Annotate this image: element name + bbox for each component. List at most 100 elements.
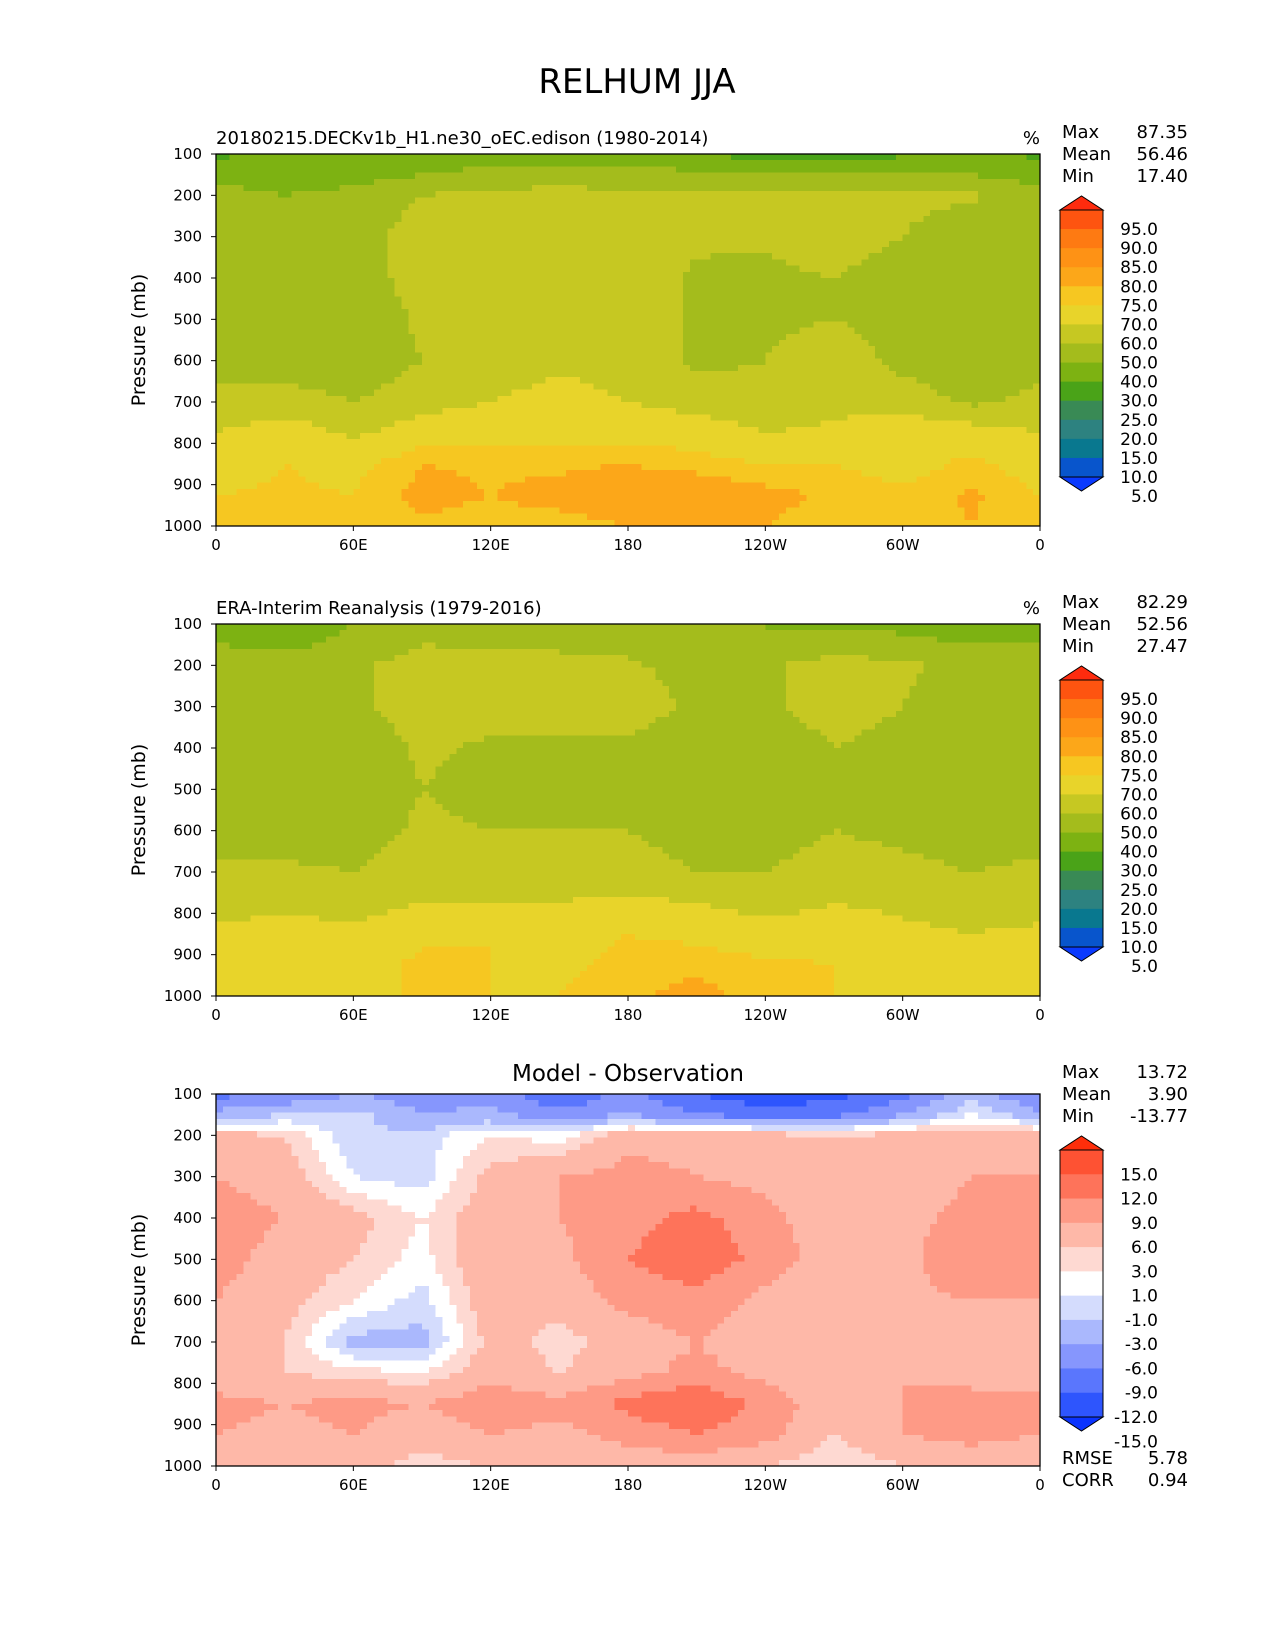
heatmap-cell — [552, 402, 560, 409]
heatmap-cell — [593, 340, 602, 347]
heatmap-cell — [1026, 371, 1034, 378]
heatmap-cell — [573, 340, 581, 347]
heatmap-cell — [531, 315, 540, 322]
heatmap-cell — [676, 160, 684, 167]
heatmap-cell — [401, 321, 409, 329]
heatmap-cell — [998, 265, 1007, 273]
heatmap-cell — [682, 327, 691, 335]
heatmap-cell — [978, 259, 986, 267]
heatmap-cell — [614, 383, 622, 391]
heatmap-cell — [689, 265, 698, 273]
heatmap-cell — [387, 154, 396, 161]
heatmap-cell — [312, 172, 320, 180]
heatmap-cell — [1033, 340, 1041, 347]
heatmap-cell — [298, 222, 306, 229]
heatmap-cell — [270, 364, 279, 372]
heatmap-cell — [827, 240, 835, 248]
heatmap-cell — [971, 271, 979, 279]
heatmap-cell — [291, 364, 299, 372]
heatmap-cell — [497, 284, 505, 291]
heatmap-cell — [483, 302, 492, 310]
heatmap-cell — [641, 197, 650, 205]
heatmap-cell — [820, 209, 828, 217]
heatmap-cell — [236, 265, 245, 273]
heatmap-cell — [593, 259, 602, 267]
heatmap-cell — [978, 253, 986, 260]
heatmap-cell — [861, 203, 869, 211]
heatmap-cell — [257, 340, 265, 347]
heatmap-cell — [937, 383, 945, 391]
heatmap-cell — [552, 247, 560, 254]
heatmap-cell — [772, 209, 780, 217]
heatmap-cell — [737, 253, 746, 260]
heatmap-cell — [758, 191, 766, 198]
heatmap-cell — [703, 222, 711, 229]
heatmap-cell — [669, 240, 677, 248]
heatmap-cell — [614, 358, 622, 366]
heatmap-cell — [875, 247, 883, 254]
heatmap-cell — [538, 265, 547, 273]
heatmap-cell — [367, 333, 375, 341]
heatmap-cell — [813, 253, 821, 260]
heatmap-cell — [875, 333, 883, 341]
heatmap-cell — [360, 358, 368, 366]
heatmap-cell — [998, 253, 1007, 260]
heatmap-cell — [435, 253, 444, 260]
heatmap-cell — [257, 389, 265, 397]
heatmap-cell — [628, 265, 636, 273]
heatmap-cell — [834, 302, 842, 310]
heatmap-cell — [415, 333, 423, 341]
heatmap-cell — [724, 222, 732, 229]
heatmap-cell — [559, 172, 567, 180]
heatmap-cell — [511, 271, 519, 279]
heatmap-cell — [785, 247, 794, 254]
heatmap-cell — [346, 284, 354, 291]
heatmap-cell — [511, 321, 519, 329]
heatmap-cell — [854, 178, 863, 186]
heatmap-cell — [449, 296, 457, 304]
heatmap-cell — [792, 154, 801, 161]
heatmap-cell — [854, 284, 863, 291]
heatmap-cell — [579, 247, 588, 254]
heatmap-cell — [1005, 352, 1014, 360]
heatmap-cell — [964, 340, 972, 347]
heatmap-cell — [490, 209, 499, 217]
heatmap-cell — [435, 371, 444, 378]
heatmap-cell — [957, 166, 966, 174]
heatmap-cell — [339, 290, 348, 298]
heatmap-cell — [243, 154, 251, 161]
heatmap-cell — [216, 364, 224, 372]
heatmap-cell — [442, 222, 451, 229]
heatmap-cell — [257, 154, 265, 161]
heatmap-cell — [518, 377, 526, 384]
heatmap-cell — [991, 383, 1000, 391]
heatmap-cell — [710, 402, 718, 409]
heatmap-cell — [559, 240, 567, 248]
heatmap-cell — [243, 321, 251, 329]
heatmap-cell — [332, 178, 341, 186]
heatmap-cell — [394, 333, 402, 341]
heatmap-cell — [332, 408, 341, 415]
heatmap-cell — [737, 377, 746, 384]
heatmap-cell — [772, 315, 780, 322]
heatmap-cell — [497, 228, 505, 236]
heatmap-cell — [696, 278, 705, 285]
heatmap-cell — [669, 234, 677, 242]
heatmap-cell — [854, 228, 863, 236]
heatmap-cell — [937, 197, 945, 205]
heatmap-cell — [573, 240, 581, 248]
heatmap-cell — [229, 247, 238, 254]
heatmap-cell — [408, 160, 416, 167]
heatmap-cell — [600, 240, 608, 248]
heatmap-cell — [724, 358, 732, 366]
heatmap-cell — [937, 309, 945, 316]
heatmap-cell — [854, 302, 863, 310]
heatmap-cell — [291, 178, 299, 186]
heatmap-cell — [806, 271, 814, 279]
heatmap-cell — [277, 160, 286, 167]
heatmap-cell — [298, 271, 306, 279]
heatmap-cell — [463, 265, 471, 273]
heatmap-cell — [641, 290, 650, 298]
heatmap-cell — [930, 278, 938, 285]
heatmap-cell — [744, 315, 753, 322]
